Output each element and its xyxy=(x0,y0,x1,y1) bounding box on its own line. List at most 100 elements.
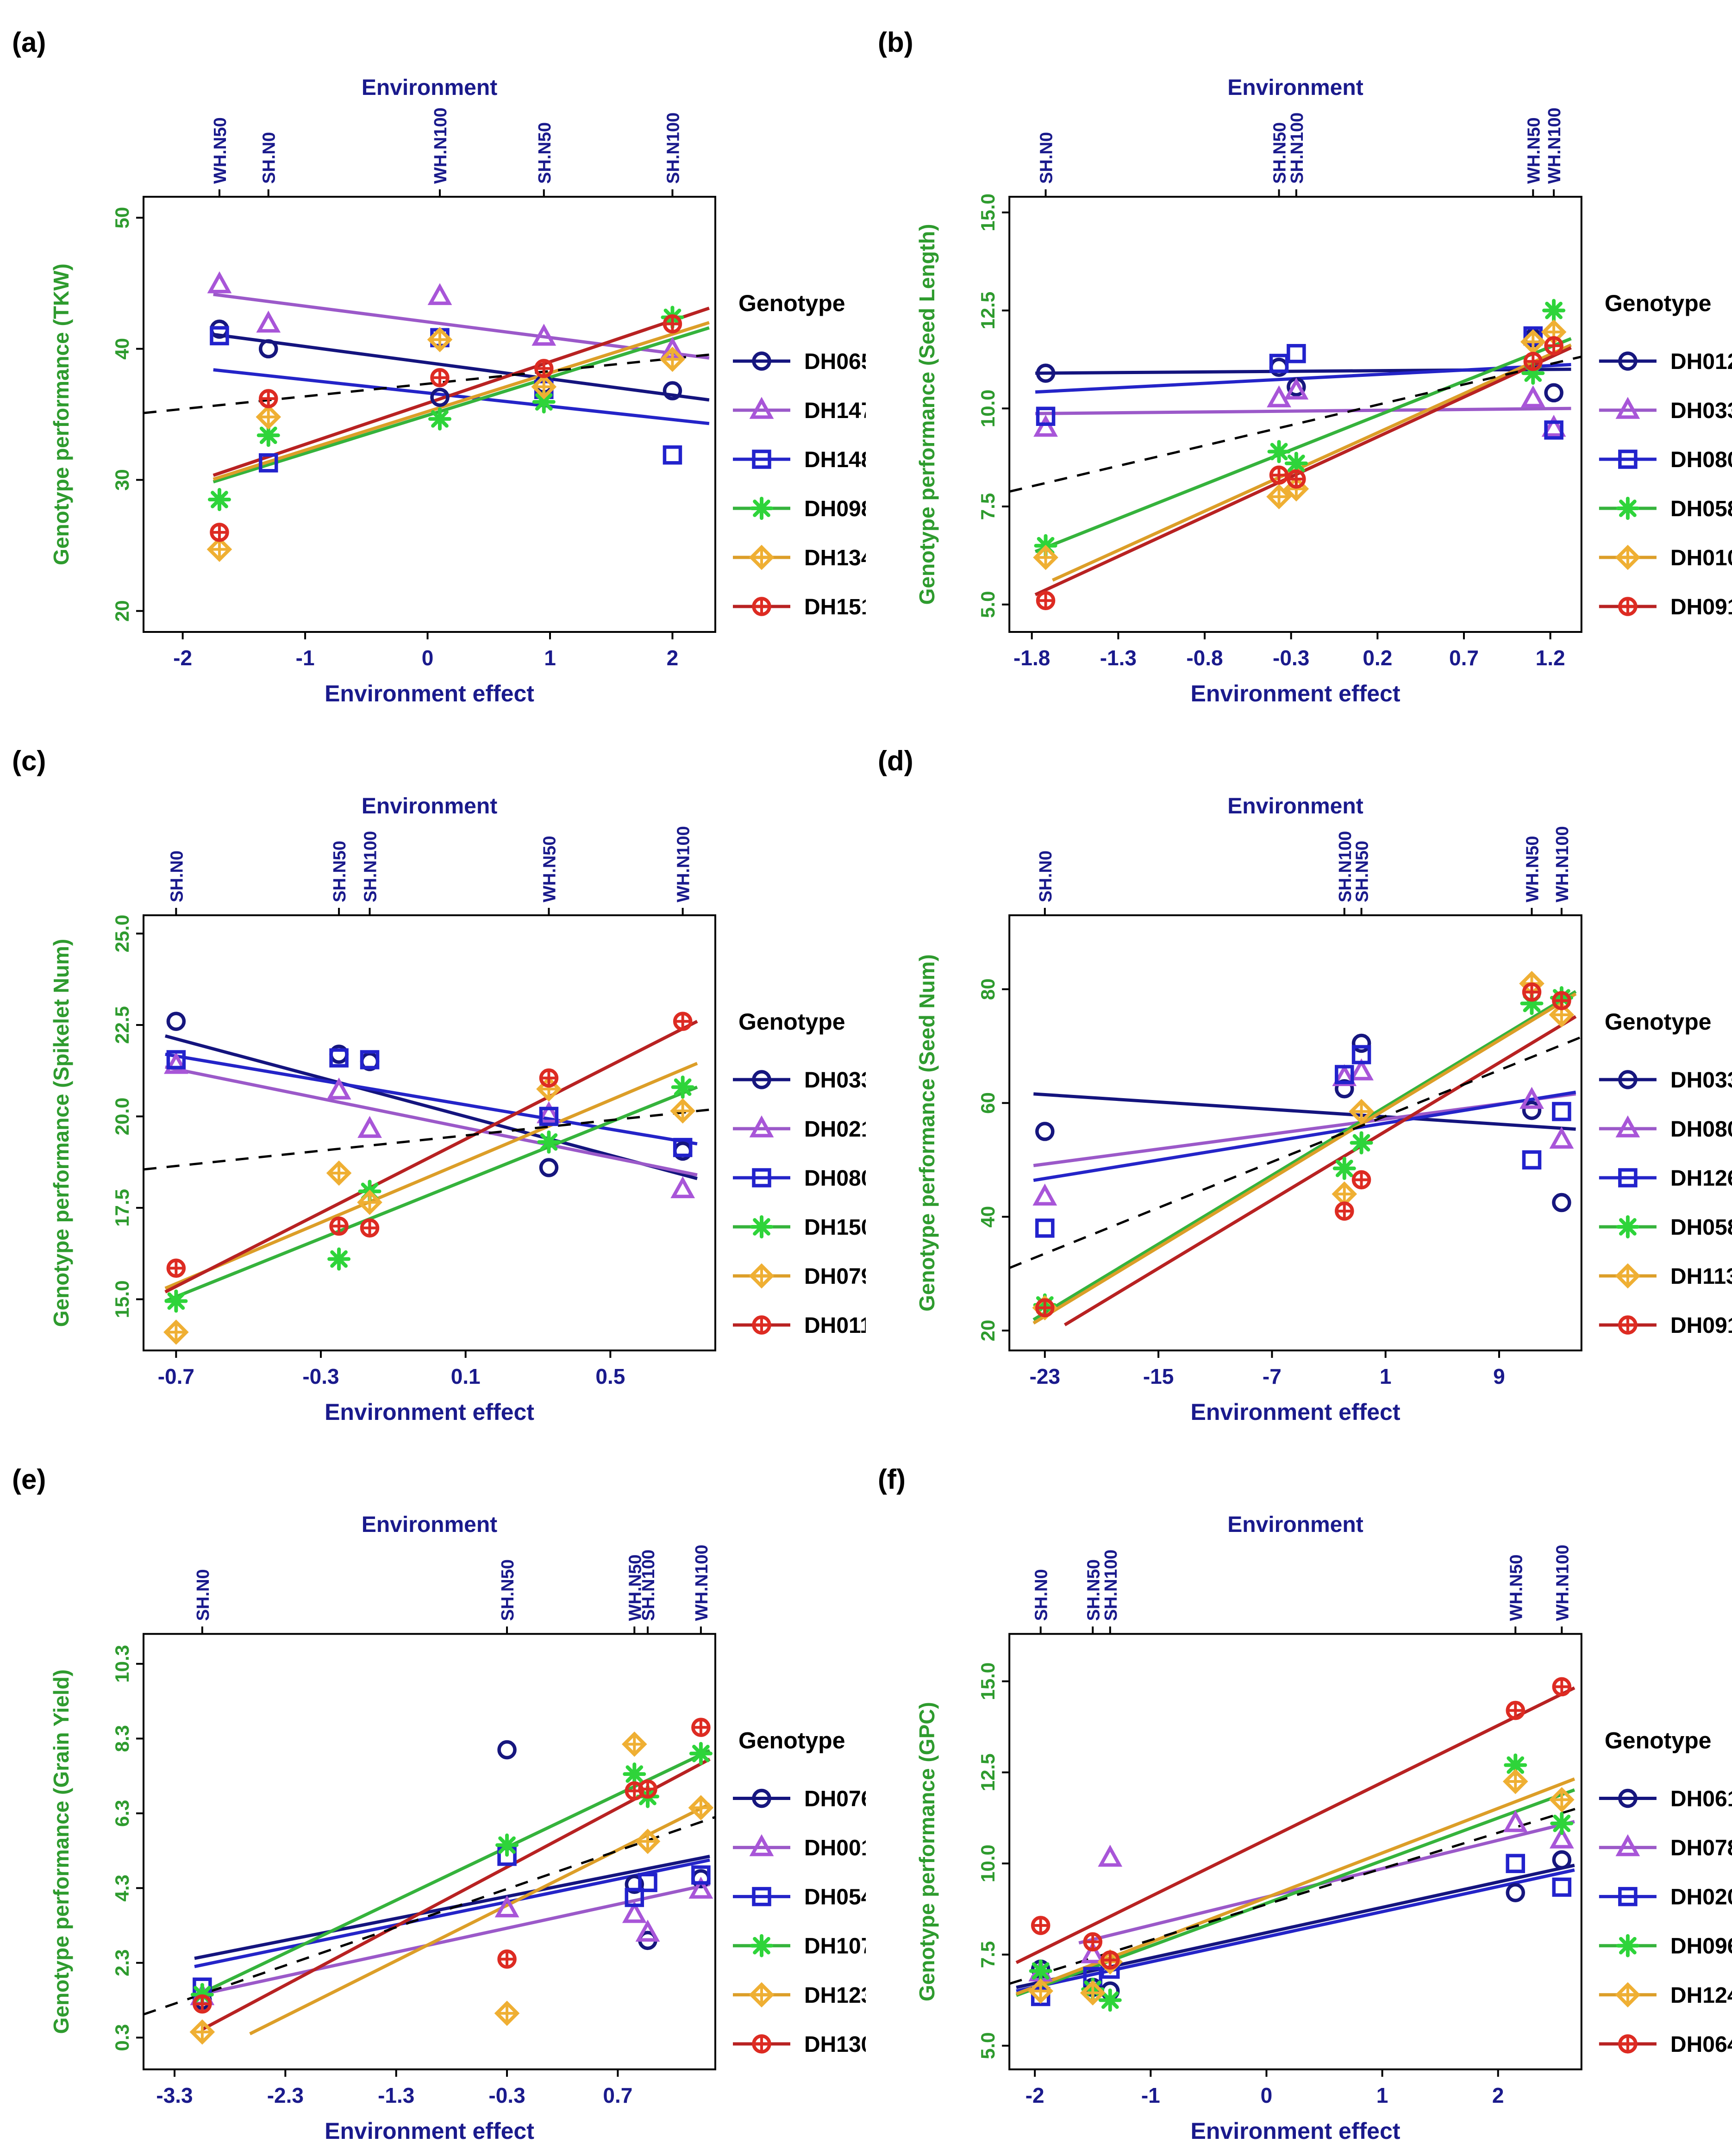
mean-regression-line xyxy=(1009,356,1582,493)
legend-triangle-icon xyxy=(749,397,774,419)
env-tick-label: WH.N100 xyxy=(1553,1544,1572,1621)
env-tick-label: SH.N100 xyxy=(663,112,683,184)
y-tick-label: 6.3 xyxy=(111,1800,133,1827)
y-tick-label: 22.5 xyxy=(111,1006,133,1044)
legend-label: DH098 xyxy=(804,497,866,521)
panel-e: (e) Environment SH.N0 SH.N50 WH.N50 SH.N100 WH… xyxy=(0,1437,866,2156)
env-tick-label: SH.N0 xyxy=(194,1569,213,1621)
legend-label: DH134 xyxy=(804,546,866,570)
x-tick-label: -15 xyxy=(1143,1364,1174,1388)
panel-a-chart: (a) Environment WH.N50 SH.N0 WH.N100 SH.N50 SH… xyxy=(12,27,866,706)
data-point-DH001 xyxy=(688,1876,713,1899)
x-tick-label: -1.8 xyxy=(1013,646,1050,670)
data-point-DH058 xyxy=(1542,299,1566,322)
data-point-DH064 xyxy=(1031,1916,1050,1935)
plot-points-layer xyxy=(206,271,685,562)
data-point-DH124 xyxy=(1549,1787,1575,1812)
data-point-DH091 xyxy=(1522,982,1542,1002)
y-tick-label: 25.0 xyxy=(111,915,133,953)
y-tick-label: 50 xyxy=(111,207,133,229)
legend-circle-icon xyxy=(752,351,771,371)
env-tick-label: SH.N100 xyxy=(1336,831,1355,902)
top-axis-title: Environment xyxy=(1227,75,1363,100)
env-tick-label: SH.N0 xyxy=(1036,850,1056,902)
data-point-DH079 xyxy=(670,1098,695,1124)
data-point-DH130 xyxy=(638,1779,657,1799)
legend-item-DH096: DH096 xyxy=(1599,1934,1732,1959)
legend-item-DH054: DH054 xyxy=(733,1885,866,1910)
plot-lines-layer xyxy=(1009,337,1582,596)
x-tick-label: -1.3 xyxy=(1100,646,1137,670)
env-tick-label: SH.N0 xyxy=(167,850,187,902)
legend-label: DH033 xyxy=(1670,399,1732,423)
x-tick-label: -2 xyxy=(1025,2083,1044,2107)
legend-label: DH065 xyxy=(804,350,866,374)
x-tick-label: -3.3 xyxy=(156,2083,193,2107)
data-point-DH134 xyxy=(427,327,453,352)
data-point-DH080 xyxy=(1349,1058,1374,1081)
x-tick-label: -23 xyxy=(1030,1364,1061,1388)
data-point-DH021 xyxy=(357,1116,382,1138)
legend-label: DH151 xyxy=(804,595,866,619)
data-point-DH150 xyxy=(671,1075,694,1099)
y-tick-label: 15.0 xyxy=(977,1662,999,1700)
legend-diamond-plus-icon xyxy=(1615,544,1641,570)
data-point-DH151 xyxy=(663,314,682,334)
y-tick-label: 10.0 xyxy=(977,1844,999,1882)
data-point-DH096 xyxy=(1029,1959,1052,1983)
x-tick-label: -1.3 xyxy=(378,2083,414,2107)
data-point-DH130 xyxy=(625,1781,644,1801)
x-tick-label: -0.3 xyxy=(302,1364,339,1388)
data-point-DH058 xyxy=(1350,1131,1373,1155)
legend-label: DH091 xyxy=(1670,595,1732,619)
regression-line-DH064 xyxy=(1015,1686,1576,1964)
y-axis-title: Genotype performance (Seed Length) xyxy=(915,224,939,605)
regression-line-DH151 xyxy=(213,306,710,477)
legend-label: DH010 xyxy=(1670,546,1732,570)
data-point-DH126 xyxy=(1351,1045,1371,1064)
data-point-DH113 xyxy=(1332,1181,1357,1207)
data-point-DH098 xyxy=(207,488,231,512)
plot-points-layer xyxy=(189,1718,714,2045)
data-point-DH107 xyxy=(623,1762,646,1786)
env-tick-label: WH.N100 xyxy=(1545,107,1564,184)
legend-asterisk-icon xyxy=(1616,497,1639,520)
data-point-DH078 xyxy=(1098,1844,1123,1867)
data-point-DH091 xyxy=(1523,351,1543,371)
regression-line-DH148 xyxy=(213,368,710,425)
legend-item-DH150: DH150 xyxy=(733,1215,866,1240)
legend-item-DH061: DH061 xyxy=(1599,1787,1732,1812)
panel-f-letter: (f) xyxy=(878,1464,906,1495)
plot-box xyxy=(143,196,716,633)
data-point-DH021 xyxy=(537,1101,561,1124)
regression-line-DH126 xyxy=(1033,1090,1576,1182)
y-tick-label: 5.0 xyxy=(977,591,999,618)
x-tick-label: 1.2 xyxy=(1536,646,1565,670)
y-tick-label: 10.3 xyxy=(111,1645,133,1683)
data-point-DH096 xyxy=(1550,1812,1574,1835)
data-point-DH061 xyxy=(1506,1883,1526,1902)
legend-label: DH078 xyxy=(1670,1836,1732,1861)
x-tick-label: 1 xyxy=(1376,2083,1388,2107)
legend-square-icon xyxy=(752,450,771,469)
legend-asterisk-icon xyxy=(1616,1215,1639,1238)
y-axis-title: Genotype performance (TKW) xyxy=(49,263,73,565)
x-tick-label: -2.3 xyxy=(267,2083,304,2107)
x-tick-label: 9 xyxy=(1493,1364,1505,1388)
regression-line-DH150 xyxy=(164,1086,698,1303)
legend-triangle-icon xyxy=(1615,397,1640,419)
data-point-DH150 xyxy=(537,1130,561,1154)
regression-line-DH010 xyxy=(1052,343,1572,582)
env-tick-label: SH.N100 xyxy=(1288,112,1307,184)
data-point-DH091 xyxy=(1287,469,1306,489)
data-point-DH151 xyxy=(258,389,278,408)
data-point-DH134 xyxy=(660,346,685,372)
data-point-DH150 xyxy=(327,1247,351,1271)
data-point-DH011 xyxy=(166,1258,186,1278)
legend-item-DH064: DH064 xyxy=(1599,2032,1732,2057)
legend-label: DH096 xyxy=(1670,1934,1732,1959)
regression-line-DH098 xyxy=(213,326,710,484)
legend-circle-plus-icon xyxy=(1618,2034,1638,2054)
data-point-DH033 xyxy=(1267,385,1291,407)
x-tick-label: -7 xyxy=(1263,1364,1282,1388)
